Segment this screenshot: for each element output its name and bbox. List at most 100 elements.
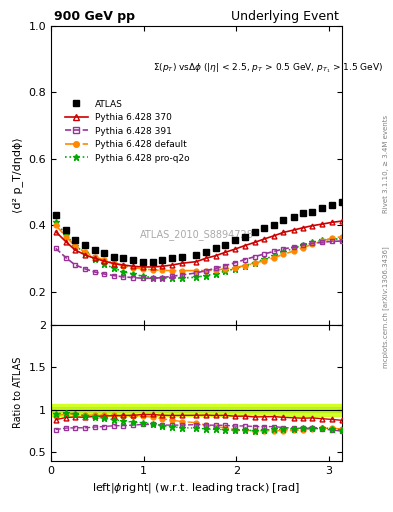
Pythia 6.428 370 xyxy=(203,255,208,262)
ATLAS xyxy=(329,202,334,208)
Pythia 6.428 pro-q2o xyxy=(233,266,238,272)
ATLAS xyxy=(112,253,116,260)
Text: Underlying Event: Underlying Event xyxy=(231,10,339,23)
ATLAS xyxy=(301,210,305,217)
Y-axis label: ⟨d² p_T/dηdϕ⟩: ⟨d² p_T/dηdϕ⟩ xyxy=(12,137,23,213)
Pythia 6.428 pro-q2o xyxy=(281,249,286,255)
Line: ATLAS: ATLAS xyxy=(53,199,345,264)
Pythia 6.428 pro-q2o xyxy=(340,236,344,242)
Pythia 6.428 391 xyxy=(92,269,97,275)
Pythia 6.428 391 xyxy=(179,272,184,278)
X-axis label: left$|\phi$right$|$ (w.r.t. leading track) [rad]: left$|\phi$right$|$ (w.r.t. leading trac… xyxy=(92,481,301,495)
Pythia 6.428 pro-q2o xyxy=(223,268,228,274)
Pythia 6.428 391 xyxy=(160,274,165,281)
Pythia 6.428 370 xyxy=(272,232,277,239)
Pythia 6.428 391 xyxy=(203,268,208,274)
Pythia 6.428 391 xyxy=(310,240,314,246)
Pythia 6.428 default xyxy=(272,254,277,261)
Pythia 6.428 370 xyxy=(83,252,88,258)
Pythia 6.428 391 xyxy=(53,245,58,251)
Pythia 6.428 391 xyxy=(301,242,305,248)
ATLAS xyxy=(101,250,106,257)
Pythia 6.428 391 xyxy=(112,272,116,279)
Pythia 6.428 default xyxy=(179,268,184,274)
Pythia 6.428 default xyxy=(340,233,344,240)
Pythia 6.428 391 xyxy=(213,265,218,271)
Pythia 6.428 pro-q2o xyxy=(53,219,58,225)
Pythia 6.428 391 xyxy=(131,274,136,281)
Pythia 6.428 pro-q2o xyxy=(291,245,296,251)
Pythia 6.428 391 xyxy=(73,262,77,268)
ATLAS xyxy=(340,199,344,205)
Pythia 6.428 391 xyxy=(329,238,334,244)
Pythia 6.428 default xyxy=(92,253,97,260)
Pythia 6.428 370 xyxy=(92,255,97,262)
ATLAS xyxy=(53,212,58,218)
Pythia 6.428 pro-q2o xyxy=(151,274,155,281)
Y-axis label: Ratio to ATLAS: Ratio to ATLAS xyxy=(13,357,23,429)
Pythia 6.428 pro-q2o xyxy=(301,242,305,248)
ATLAS xyxy=(140,259,145,265)
ATLAS xyxy=(160,257,165,263)
ATLAS xyxy=(194,252,199,258)
Pythia 6.428 default xyxy=(242,263,247,269)
Pythia 6.428 370 xyxy=(112,261,116,267)
Pythia 6.428 pro-q2o xyxy=(73,243,77,249)
ATLAS xyxy=(310,209,314,215)
Pythia 6.428 pro-q2o xyxy=(121,268,126,274)
Bar xyxy=(51,404,342,416)
Pythia 6.428 default xyxy=(320,238,325,244)
Pythia 6.428 pro-q2o xyxy=(329,236,334,242)
Line: Pythia 6.428 pro-q2o: Pythia 6.428 pro-q2o xyxy=(53,219,345,282)
Pythia 6.428 default xyxy=(73,243,77,249)
Pythia 6.428 default xyxy=(53,222,58,228)
ATLAS xyxy=(262,225,266,231)
Pythia 6.428 default xyxy=(112,260,116,266)
ATLAS xyxy=(92,247,97,253)
ATLAS xyxy=(121,255,126,262)
Pythia 6.428 default xyxy=(233,265,238,271)
ATLAS xyxy=(170,255,175,262)
ATLAS xyxy=(83,242,88,248)
Pythia 6.428 pro-q2o xyxy=(203,272,208,279)
Pythia 6.428 370 xyxy=(101,258,106,264)
Pythia 6.428 370 xyxy=(223,249,228,255)
Pythia 6.428 370 xyxy=(262,236,266,242)
Pythia 6.428 370 xyxy=(340,218,344,224)
ATLAS xyxy=(73,237,77,243)
Pythia 6.428 pro-q2o xyxy=(83,250,88,257)
Pythia 6.428 370 xyxy=(213,252,218,259)
Pythia 6.428 391 xyxy=(252,253,257,260)
Pythia 6.428 370 xyxy=(310,223,314,229)
ATLAS xyxy=(320,205,325,211)
Pythia 6.428 391 xyxy=(83,266,88,272)
Text: 900 GeV pp: 900 GeV pp xyxy=(54,10,135,23)
Pythia 6.428 391 xyxy=(140,275,145,281)
Pythia 6.428 default xyxy=(121,263,126,269)
Pythia 6.428 pro-q2o xyxy=(252,260,257,266)
Pythia 6.428 391 xyxy=(272,248,277,254)
Pythia 6.428 default xyxy=(301,245,305,251)
Pythia 6.428 391 xyxy=(242,257,247,263)
Pythia 6.428 370 xyxy=(320,221,325,227)
Pythia 6.428 370 xyxy=(281,229,286,236)
Pythia 6.428 default xyxy=(194,268,199,274)
Pythia 6.428 default xyxy=(262,258,266,264)
Pythia 6.428 370 xyxy=(179,260,184,266)
Pythia 6.428 pro-q2o xyxy=(242,263,247,269)
Pythia 6.428 pro-q2o xyxy=(101,261,106,267)
Pythia 6.428 default xyxy=(203,268,208,274)
Pythia 6.428 pro-q2o xyxy=(64,232,68,238)
Pythia 6.428 pro-q2o xyxy=(92,256,97,262)
Pythia 6.428 default xyxy=(170,268,175,274)
Pythia 6.428 pro-q2o xyxy=(310,239,314,245)
Pythia 6.428 pro-q2o xyxy=(320,237,325,243)
Pythia 6.428 370 xyxy=(194,259,199,265)
Pythia 6.428 pro-q2o xyxy=(140,273,145,280)
Bar xyxy=(51,407,342,412)
Pythia 6.428 pro-q2o xyxy=(213,270,218,276)
Pythia 6.428 391 xyxy=(320,239,325,245)
Pythia 6.428 default xyxy=(213,267,218,273)
Pythia 6.428 370 xyxy=(131,263,136,269)
Legend: ATLAS, Pythia 6.428 370, Pythia 6.428 391, Pythia 6.428 default, Pythia 6.428 pr: ATLAS, Pythia 6.428 370, Pythia 6.428 39… xyxy=(61,96,193,166)
